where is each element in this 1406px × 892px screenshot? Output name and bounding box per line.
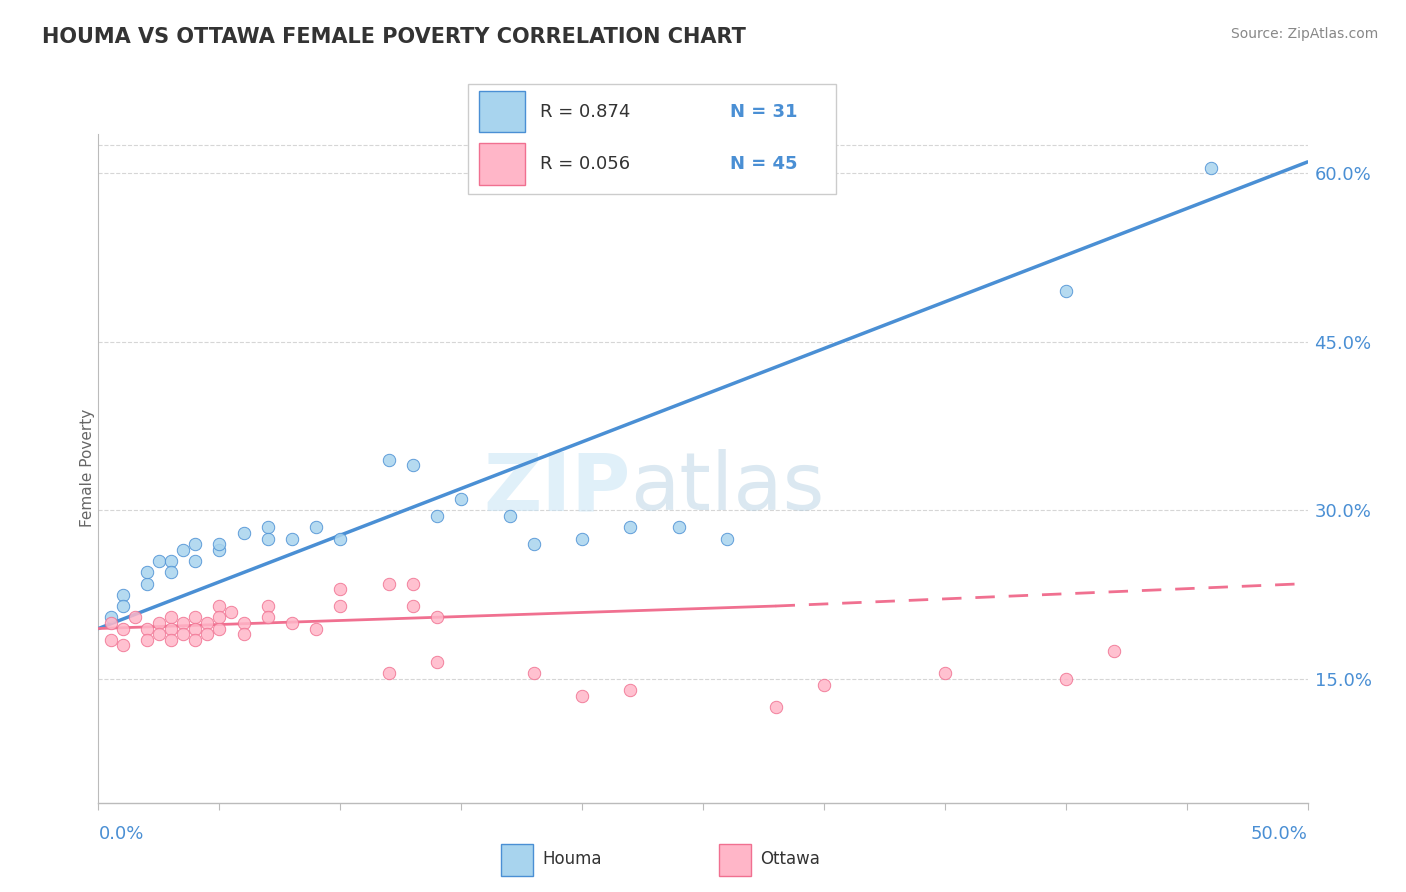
- Point: [1199, 161, 1222, 175]
- Text: Houma: Houma: [543, 849, 602, 868]
- Point: [160, 622, 183, 636]
- Point: [619, 683, 641, 698]
- Point: [100, 615, 122, 630]
- Point: [160, 566, 183, 580]
- Point: [232, 627, 254, 641]
- Point: [172, 627, 194, 641]
- Point: [184, 554, 207, 568]
- Point: [184, 622, 207, 636]
- Point: [450, 492, 472, 507]
- Point: [281, 615, 304, 630]
- Point: [172, 542, 194, 557]
- Point: [160, 632, 183, 647]
- Text: R = 0.874: R = 0.874: [540, 103, 630, 120]
- FancyBboxPatch shape: [479, 91, 524, 132]
- Point: [256, 610, 278, 624]
- Text: R = 0.056: R = 0.056: [540, 155, 630, 173]
- Point: [765, 700, 787, 714]
- Point: [195, 627, 218, 641]
- Point: [232, 615, 254, 630]
- Point: [523, 537, 546, 551]
- Point: [221, 605, 243, 619]
- Point: [148, 615, 170, 630]
- Point: [148, 627, 170, 641]
- Point: [111, 588, 134, 602]
- Point: [135, 622, 157, 636]
- Point: [571, 532, 593, 546]
- Point: [281, 532, 304, 546]
- Point: [100, 610, 122, 624]
- Point: [124, 610, 146, 624]
- Point: [135, 576, 157, 591]
- Text: Source: ZipAtlas.com: Source: ZipAtlas.com: [1230, 27, 1378, 41]
- Point: [135, 632, 157, 647]
- Point: [402, 576, 425, 591]
- Point: [498, 509, 520, 524]
- Point: [1054, 672, 1077, 686]
- Point: [208, 622, 231, 636]
- Text: 0.0%: 0.0%: [98, 825, 143, 843]
- Point: [160, 554, 183, 568]
- Point: [377, 666, 399, 681]
- Point: [1102, 644, 1125, 658]
- Point: [329, 532, 352, 546]
- Point: [100, 632, 122, 647]
- Text: 50.0%: 50.0%: [1251, 825, 1308, 843]
- Point: [934, 666, 956, 681]
- Point: [619, 520, 641, 534]
- Point: [402, 599, 425, 613]
- Point: [571, 689, 593, 703]
- Text: N = 45: N = 45: [730, 155, 797, 173]
- Point: [426, 655, 449, 669]
- Point: [377, 453, 399, 467]
- Point: [256, 532, 278, 546]
- Point: [160, 610, 183, 624]
- Point: [184, 632, 207, 647]
- Point: [111, 622, 134, 636]
- Point: [668, 520, 690, 534]
- Text: atlas: atlas: [630, 450, 825, 527]
- Point: [232, 525, 254, 540]
- Point: [426, 509, 449, 524]
- Point: [172, 615, 194, 630]
- Text: N = 31: N = 31: [730, 103, 797, 120]
- Point: [256, 520, 278, 534]
- Point: [111, 599, 134, 613]
- FancyBboxPatch shape: [468, 84, 837, 194]
- FancyBboxPatch shape: [501, 844, 533, 876]
- Point: [329, 599, 352, 613]
- Point: [377, 576, 399, 591]
- FancyBboxPatch shape: [479, 143, 524, 185]
- Point: [195, 615, 218, 630]
- Point: [184, 537, 207, 551]
- Point: [305, 520, 328, 534]
- Point: [426, 610, 449, 624]
- Point: [523, 666, 546, 681]
- Point: [1054, 284, 1077, 298]
- Point: [208, 599, 231, 613]
- Point: [208, 610, 231, 624]
- Point: [208, 542, 231, 557]
- Point: [813, 678, 835, 692]
- Text: HOUMA VS OTTAWA FEMALE POVERTY CORRELATION CHART: HOUMA VS OTTAWA FEMALE POVERTY CORRELATI…: [42, 27, 747, 46]
- Point: [402, 458, 425, 473]
- Point: [184, 610, 207, 624]
- Point: [305, 622, 328, 636]
- Point: [135, 566, 157, 580]
- Text: Ottawa: Ottawa: [761, 849, 820, 868]
- Point: [148, 554, 170, 568]
- Point: [256, 599, 278, 613]
- Point: [111, 639, 134, 653]
- Text: ZIP: ZIP: [484, 450, 630, 527]
- FancyBboxPatch shape: [718, 844, 751, 876]
- Point: [329, 582, 352, 597]
- Point: [716, 532, 738, 546]
- Y-axis label: Female Poverty: Female Poverty: [80, 409, 94, 527]
- Point: [208, 537, 231, 551]
